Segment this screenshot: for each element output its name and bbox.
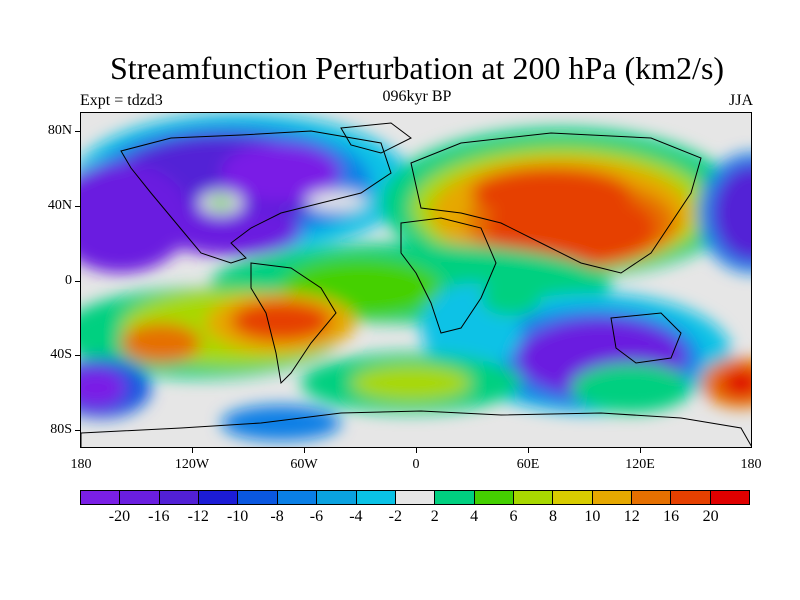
colorbar-label: 6 <box>509 508 518 525</box>
lon-label: 60E <box>516 457 540 472</box>
lat-tick <box>75 131 80 132</box>
lon-tick <box>640 448 641 453</box>
coastlines <box>81 122 751 447</box>
colorbar-label: -6 <box>309 508 324 525</box>
colorbar-label: -10 <box>226 508 249 525</box>
map-panel <box>80 112 752 448</box>
lon-label: 120W <box>174 457 210 472</box>
colorbar-segment <box>317 491 357 504</box>
lat-tick <box>75 355 80 356</box>
colorbar-segment <box>513 491 554 504</box>
period-label: 096kyr BP <box>382 88 452 105</box>
colorbar-label: 16 <box>663 508 680 525</box>
colorbar-segment <box>159 491 200 504</box>
lat-label: 80S <box>50 422 72 437</box>
colorbar-label: -4 <box>349 508 363 525</box>
colorbar-segment <box>671 491 711 504</box>
season-label: JJA <box>728 92 753 109</box>
lon-tick <box>192 448 193 453</box>
lat-label: 40N <box>47 198 72 213</box>
colorbar-segment <box>81 491 121 504</box>
lat-tick <box>75 281 80 282</box>
colorbar-label: 10 <box>584 508 601 525</box>
colorbar-label: -20 <box>108 508 131 525</box>
lat-label: 80N <box>47 123 72 138</box>
colorbar-segment <box>710 491 750 504</box>
colorbar-label: 12 <box>623 508 640 525</box>
lon-label: 0 <box>412 457 420 472</box>
colorbar-segment <box>238 491 278 504</box>
lat-label: 0 <box>65 273 72 288</box>
experiment-label: Expt = tdzd3 <box>80 92 163 109</box>
colorbar-segment <box>592 491 633 504</box>
colorbar-segment <box>632 491 672 504</box>
colorbar-segment <box>120 491 160 504</box>
chart-title: Streamfunction Perturbation at 200 hPa (… <box>109 50 725 86</box>
colorbar-label: 2 <box>430 508 439 525</box>
lat-tick <box>75 430 80 431</box>
lon-tick <box>416 448 417 453</box>
colorbar-segment <box>277 491 318 504</box>
lon-label: 180 <box>70 457 92 472</box>
colorbar-label: 4 <box>470 508 479 525</box>
colorbar-label: 20 <box>702 508 719 525</box>
colorbar-segment <box>199 491 239 504</box>
colorbar-label: -8 <box>270 508 284 525</box>
colorbar <box>80 490 750 505</box>
lon-label: 180 <box>740 457 762 472</box>
colorbar-segment <box>356 491 396 504</box>
colorbar-segment <box>474 491 514 504</box>
lon-label: 60W <box>290 457 318 472</box>
colorbar-segment <box>553 491 593 504</box>
lon-label: 120E <box>625 457 655 472</box>
colorbar-segment <box>395 491 436 504</box>
lat-tick <box>75 206 80 207</box>
colorbar-label: -12 <box>187 508 209 525</box>
lon-tick <box>304 448 305 453</box>
colorbar-label: 8 <box>548 508 557 525</box>
colorbar-label: -16 <box>148 508 170 525</box>
contour-map <box>81 113 751 447</box>
colorbar-segment <box>435 491 475 504</box>
colorbar-label: -2 <box>388 508 402 525</box>
lon-tick <box>528 448 529 453</box>
lat-label: 40S <box>50 347 72 362</box>
